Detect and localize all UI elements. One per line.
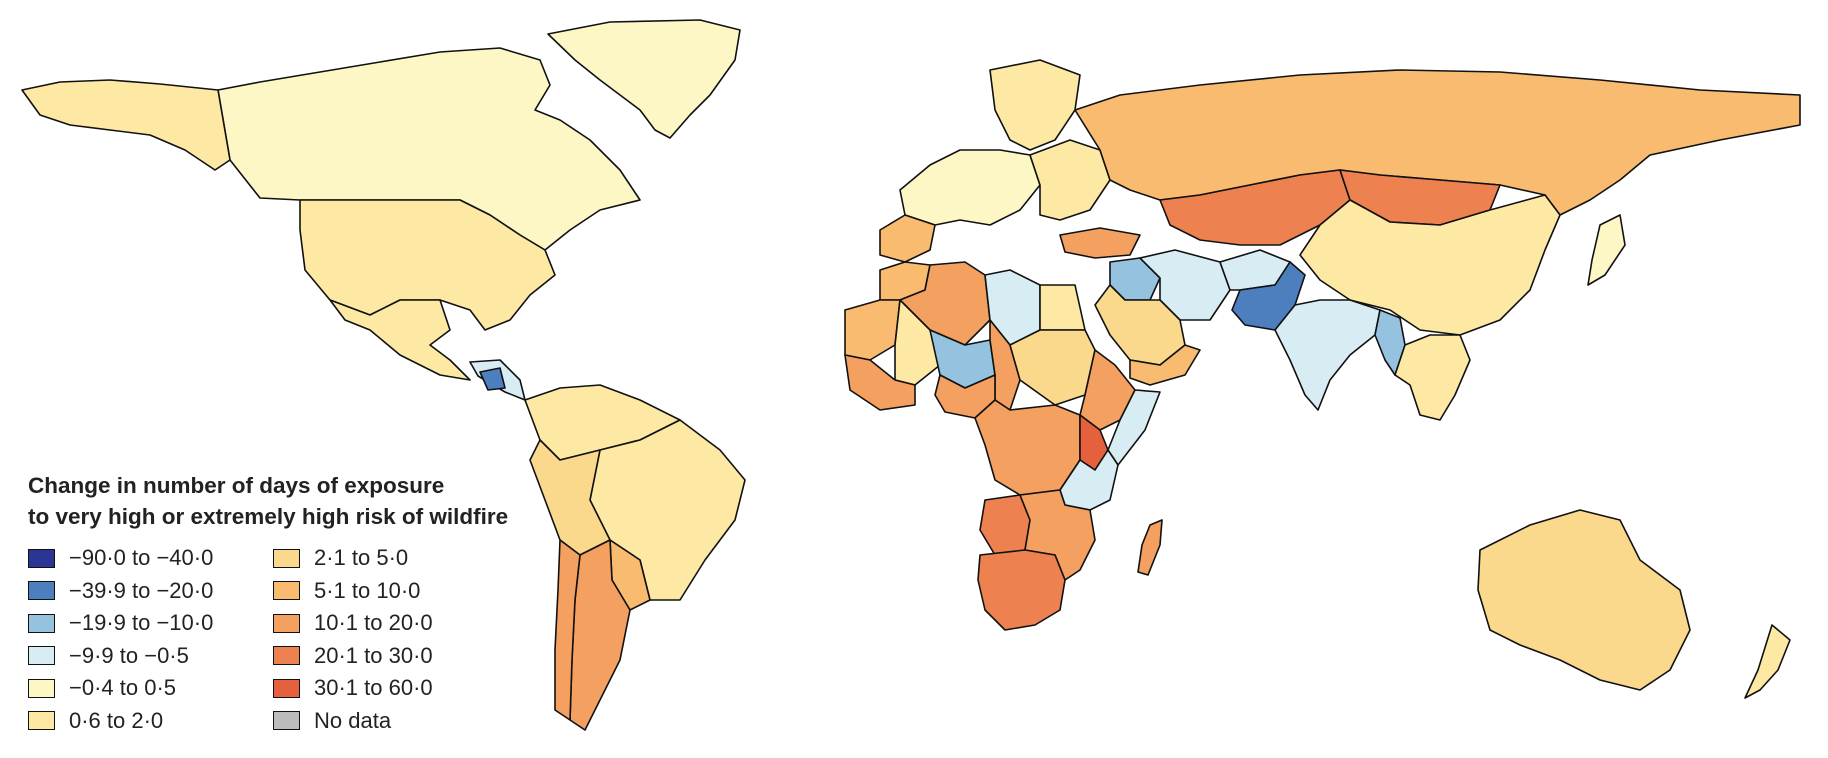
legend-label: 10·1 to 20·0 <box>314 610 433 636</box>
legend-label: 0·6 to 2·0 <box>69 707 164 733</box>
legend-item: −9·9 to −0·5 <box>28 640 273 673</box>
legend-title-line-2: to very high or extremely high risk of w… <box>28 504 509 529</box>
legend-swatch <box>273 581 300 601</box>
legend-label: −90·0 to −40·0 <box>69 545 214 571</box>
legend-label: 5·1 to 10·0 <box>314 577 421 603</box>
region-united-states <box>299 199 556 331</box>
legend-item: 10·1 to 20·0 <box>273 607 518 640</box>
region-madagascar <box>1137 519 1163 576</box>
legend-swatch <box>273 678 300 698</box>
region-chile <box>554 539 581 721</box>
legend-label: −9·9 to −0·5 <box>69 642 189 668</box>
legend-item: No data <box>273 705 518 738</box>
region-iberia <box>879 214 936 263</box>
legend-label: −0·4 to 0·5 <box>69 675 177 701</box>
region-india <box>1274 299 1381 411</box>
legend-item: −0·4 to 0·5 <box>28 672 273 705</box>
legend-title: Change in number of days of exposure to … <box>28 470 548 532</box>
region-west-africa-coast <box>844 354 916 411</box>
legend-item: −90·0 to −40·0 <box>28 542 273 575</box>
legend-item: −39·9 to −20·0 <box>28 575 273 608</box>
region-mauritania <box>844 299 901 361</box>
legend-swatch <box>273 711 300 731</box>
legend-label: No data <box>314 707 392 733</box>
region-alaska <box>21 79 231 171</box>
legend-item: 20·1 to 30·0 <box>273 640 518 673</box>
region-southern-africa <box>977 549 1066 631</box>
region-scandinavia <box>989 59 1081 151</box>
legend-swatch <box>28 581 55 601</box>
legend-swatch <box>273 613 300 633</box>
legend-items: −90·0 to −40·0 2·1 to 5·0 −39·9 to −20·0 5·… <box>28 542 548 737</box>
legend-swatch <box>273 646 300 666</box>
legend-item: 30·1 to 60·0 <box>273 672 518 705</box>
legend-label: 20·1 to 30·0 <box>314 642 433 668</box>
region-greenland <box>547 19 741 139</box>
legend-swatch <box>28 678 55 698</box>
region-australia <box>1477 509 1691 691</box>
region-yemen-oman <box>1129 344 1201 386</box>
legend-label: 2·1 to 5·0 <box>314 545 409 571</box>
legend-label: −19·9 to −10·0 <box>69 610 214 636</box>
region-new-zealand <box>1744 624 1791 699</box>
legend-item: 5·1 to 10·0 <box>273 575 518 608</box>
legend-label: 30·1 to 60·0 <box>314 675 433 701</box>
legend-item: 2·1 to 5·0 <box>273 542 518 575</box>
legend-label: −39·9 to −20·0 <box>69 577 214 603</box>
region-mexico <box>329 299 471 381</box>
legend-swatch <box>28 613 55 633</box>
legend-title-line-1: Change in number of days of exposure <box>28 473 445 498</box>
region-eastern-europe <box>1029 139 1111 221</box>
region-angola <box>979 494 1031 556</box>
region-japan <box>1587 214 1626 286</box>
region-nicaragua <box>479 367 506 391</box>
region-central-africa <box>974 399 1081 496</box>
region-western-europe <box>899 149 1041 226</box>
legend-swatch <box>28 646 55 666</box>
region-egypt <box>1039 284 1086 331</box>
legend: Change in number of days of exposure to … <box>28 470 548 737</box>
region-southeast-asia <box>1394 334 1471 421</box>
legend-item: −19·9 to −10·0 <box>28 607 273 640</box>
region-zambia-mozambique <box>1019 489 1096 581</box>
region-turkey <box>1059 227 1141 259</box>
legend-swatch <box>28 548 55 568</box>
region-china <box>1299 194 1561 336</box>
legend-swatch <box>28 711 55 731</box>
region-sudan <box>1009 329 1096 406</box>
legend-swatch <box>273 548 300 568</box>
legend-item: 0·6 to 2·0 <box>28 705 273 738</box>
